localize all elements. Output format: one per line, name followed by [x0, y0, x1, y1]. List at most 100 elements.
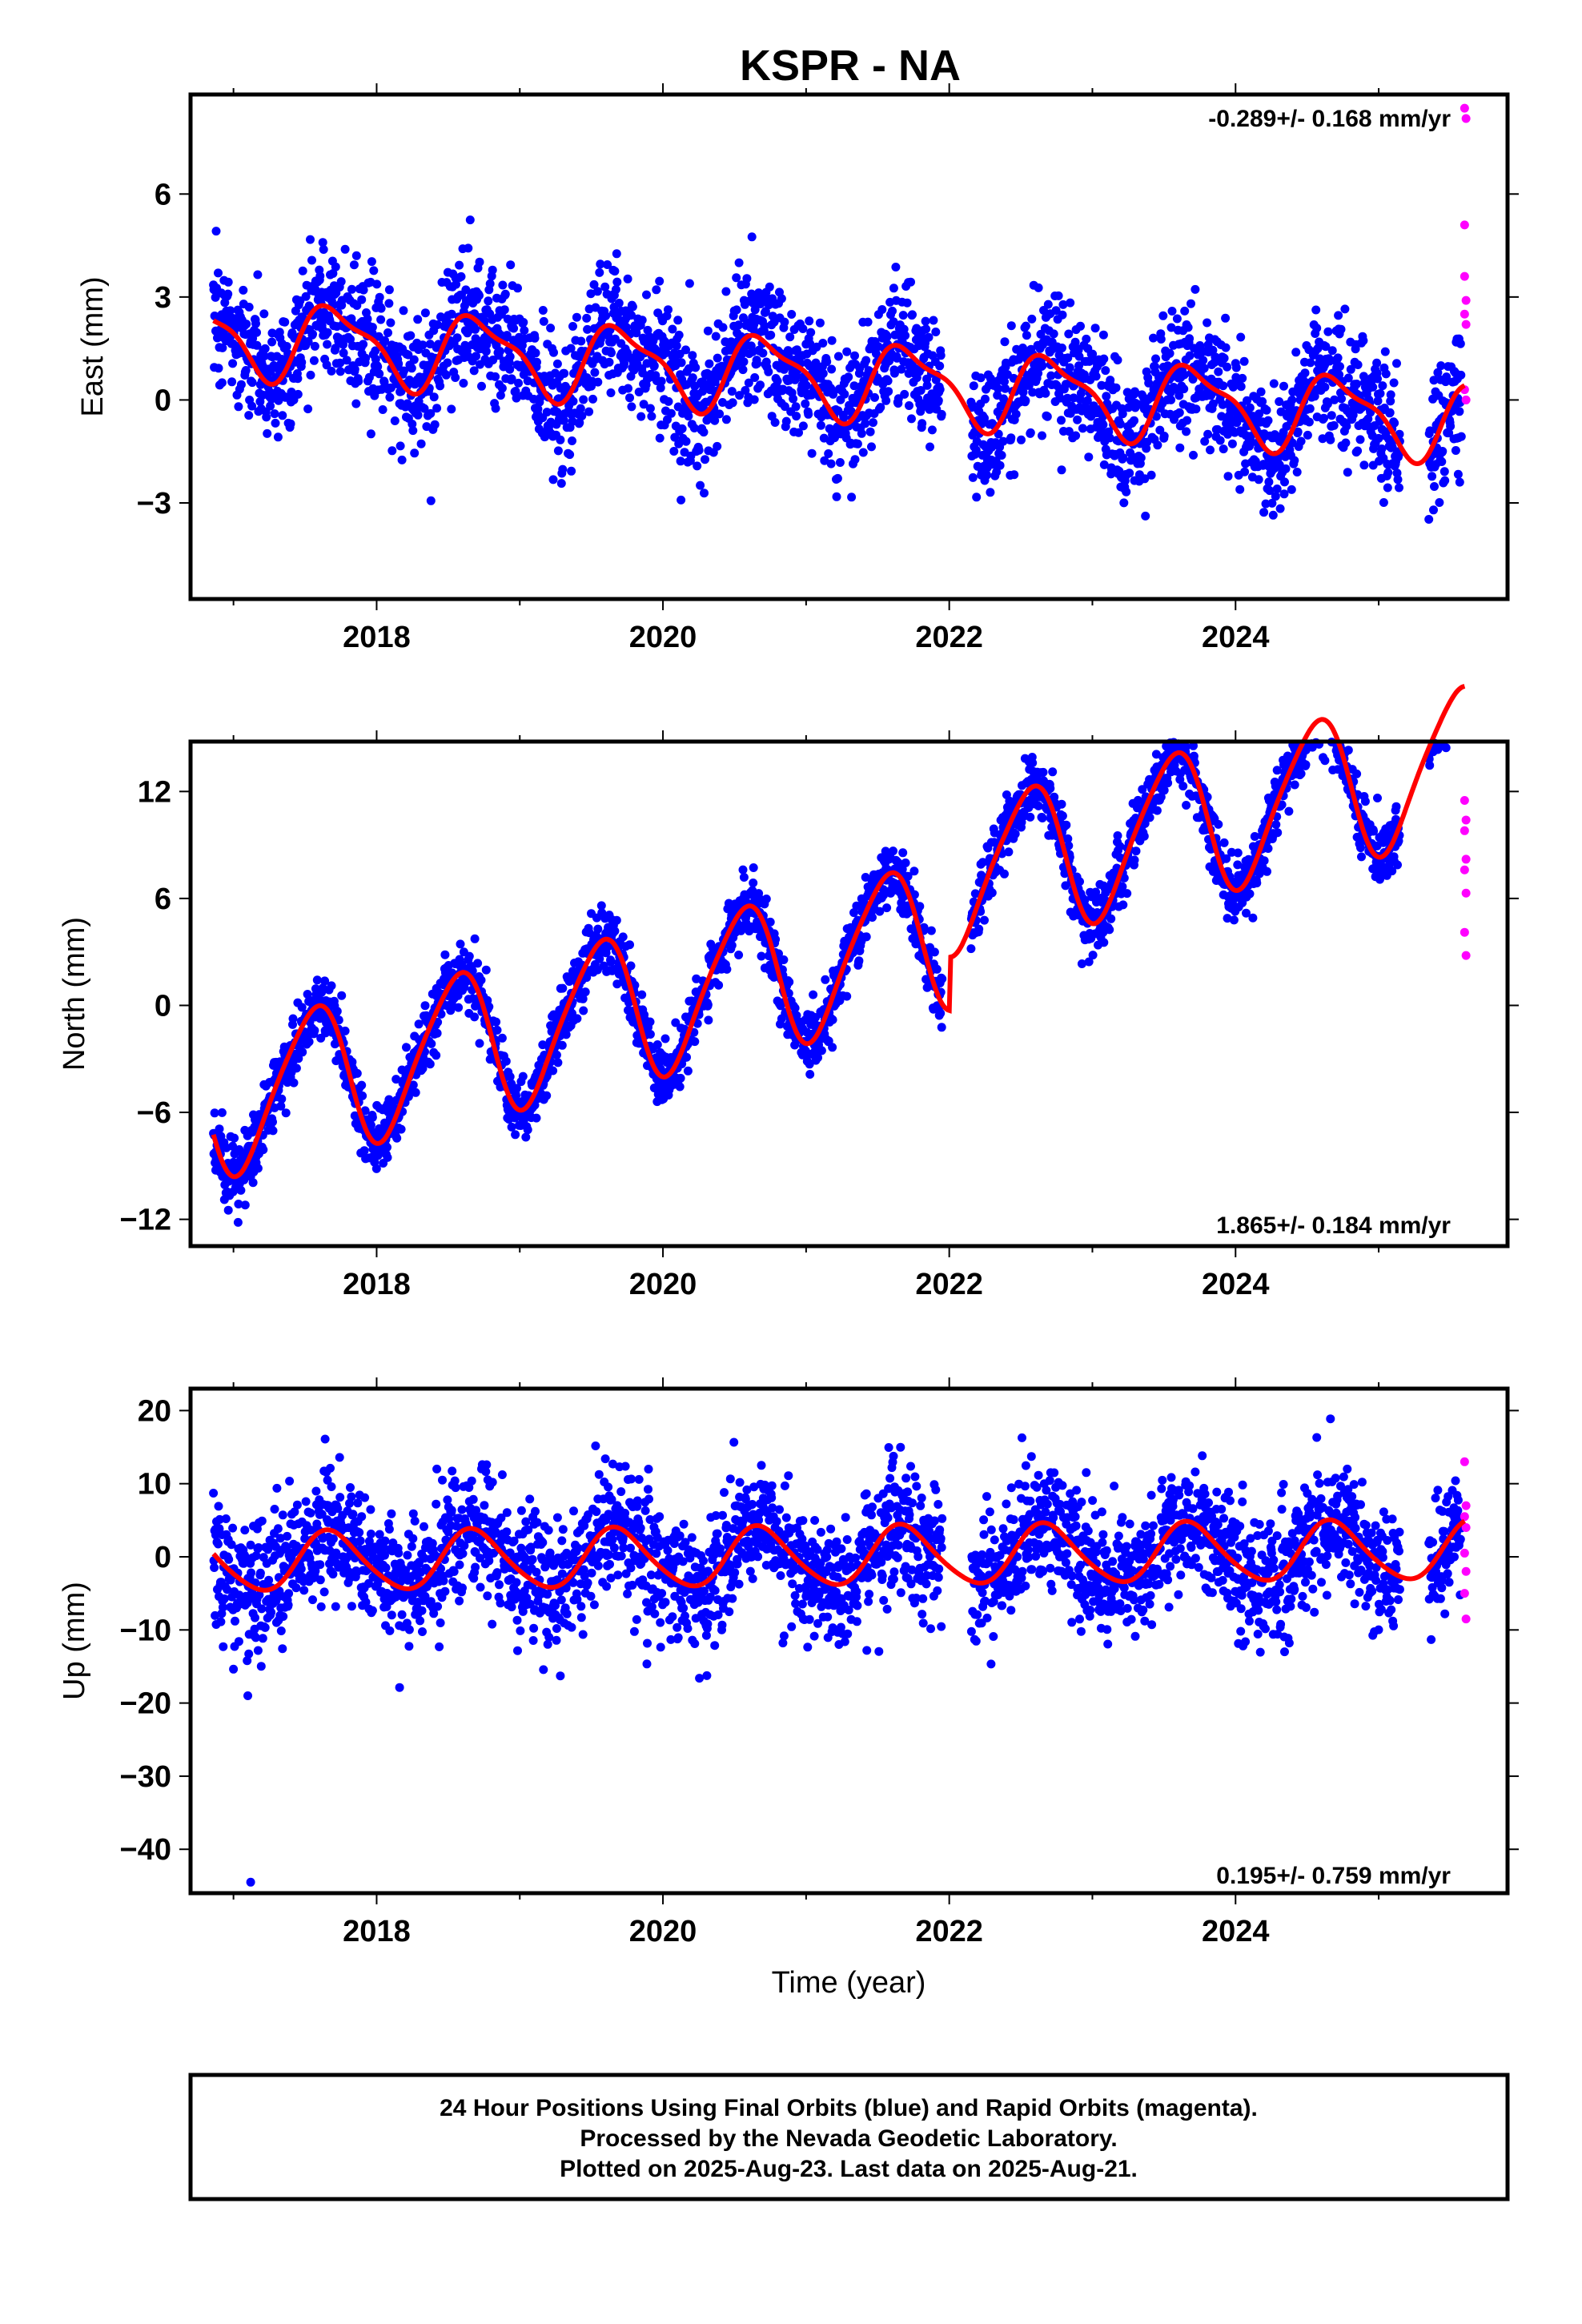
east-point-1398	[801, 381, 811, 390]
north-point-1264	[749, 863, 758, 872]
east-point-1156	[701, 455, 709, 464]
east-point-2617	[1352, 380, 1362, 388]
east-point-2470	[1287, 485, 1296, 494]
east-point-878	[583, 324, 592, 334]
east-point-876	[582, 313, 592, 323]
east-point-685	[500, 305, 509, 315]
east-ytick-label-0: 0	[155, 384, 171, 417]
east-point-2032	[1102, 392, 1111, 401]
north-point-1784	[1000, 869, 1009, 879]
east-point-1722	[971, 445, 981, 455]
north-point-1213	[727, 941, 737, 950]
east-point-410	[383, 328, 392, 337]
east-point-2065	[1115, 420, 1125, 428]
north-point-2129	[1145, 813, 1154, 822]
north-point-804	[553, 1058, 563, 1068]
east-point-1957	[1070, 337, 1080, 347]
east-point-629	[477, 381, 486, 391]
east-point-528	[433, 320, 443, 329]
north-point-896	[593, 924, 603, 934]
north-point-513	[425, 1059, 435, 1069]
east-point-2544	[1319, 413, 1328, 423]
east-point-1988	[1082, 396, 1092, 405]
east-point-2293	[1214, 367, 1223, 376]
east-point-522	[430, 420, 440, 429]
east-point-395	[376, 315, 386, 324]
east-point-311	[339, 348, 348, 358]
east-point-1188	[713, 353, 722, 363]
east-point-2359	[1243, 396, 1251, 405]
north-point-1691	[932, 964, 942, 974]
north-point-643	[481, 965, 491, 975]
east-point-474	[410, 448, 420, 458]
north-point-1089	[675, 1082, 685, 1092]
east-point-1755	[986, 488, 995, 497]
north-point-586	[456, 939, 465, 949]
north-point-1704	[938, 974, 947, 983]
east-point-1672	[921, 324, 931, 334]
east-point-1127	[688, 373, 697, 383]
north-point-355	[357, 1080, 367, 1090]
east-point-2410	[1263, 416, 1273, 425]
east-rate-label: -0.289+/- 0.168 mm/yr	[1208, 106, 1451, 132]
east-point-2205	[1174, 408, 1184, 417]
east-point-1411	[807, 448, 817, 458]
east-point-271	[322, 360, 331, 370]
east-point-1272	[749, 395, 759, 404]
east-point-1940	[1064, 329, 1074, 339]
east-point-2102	[1130, 387, 1139, 396]
east-point-1475	[835, 458, 845, 467]
east-point-1733	[976, 373, 986, 383]
east-point-2429	[1271, 492, 1280, 501]
east-point-560	[447, 404, 456, 414]
north-point-1891	[1046, 784, 1055, 793]
east-point-2501	[1300, 368, 1310, 378]
east-point-2149	[1151, 354, 1160, 364]
north-point-1157	[704, 1015, 713, 1025]
east-point-775	[539, 316, 548, 326]
east-point-1005	[638, 368, 648, 378]
east-point-359	[361, 353, 371, 363]
east-point-2236	[1188, 375, 1198, 384]
east-point-963	[620, 359, 629, 368]
north-point-1547	[868, 913, 877, 922]
east-point-2455	[1281, 464, 1291, 473]
east-point-2511	[1304, 417, 1314, 427]
north-point-43	[228, 1141, 238, 1151]
east-point-165	[278, 411, 287, 420]
east-point-1377	[793, 345, 801, 355]
north-point-971	[625, 940, 634, 950]
east-point-866	[577, 411, 587, 420]
east-point-1924	[1058, 344, 1066, 352]
east-point-824	[560, 368, 569, 378]
east-point-870	[579, 395, 588, 404]
east-point-1783	[997, 451, 1006, 460]
north-point-606	[464, 951, 474, 961]
east-point-467	[407, 364, 416, 373]
east-point-1356	[784, 350, 793, 360]
east-rapid-point-3	[1460, 271, 1469, 281]
east-point-2367	[1245, 403, 1255, 412]
east-point-919	[601, 311, 611, 320]
east-point-2691	[1383, 483, 1392, 493]
east-point-176	[282, 342, 291, 351]
east-point-2685	[1380, 347, 1390, 356]
east-point-2218	[1180, 306, 1190, 316]
east-point-578	[455, 260, 464, 270]
north-point-1363	[790, 1003, 800, 1013]
east-point-1403	[804, 409, 813, 419]
east-point-2151	[1151, 412, 1161, 421]
east-point-305	[336, 277, 346, 287]
east-point-1639	[907, 414, 916, 424]
east-point-2074	[1119, 498, 1129, 508]
east-point-473	[409, 355, 419, 364]
east-point-2798	[1456, 339, 1465, 348]
east-point-885	[586, 289, 596, 299]
north-point-247	[312, 975, 322, 985]
east-point-2275	[1206, 445, 1215, 455]
east-point-1154	[700, 489, 709, 498]
east-point-568	[451, 373, 460, 382]
east-xtick-label-2018: 2018	[343, 621, 411, 654]
east-point-1374	[791, 402, 801, 412]
